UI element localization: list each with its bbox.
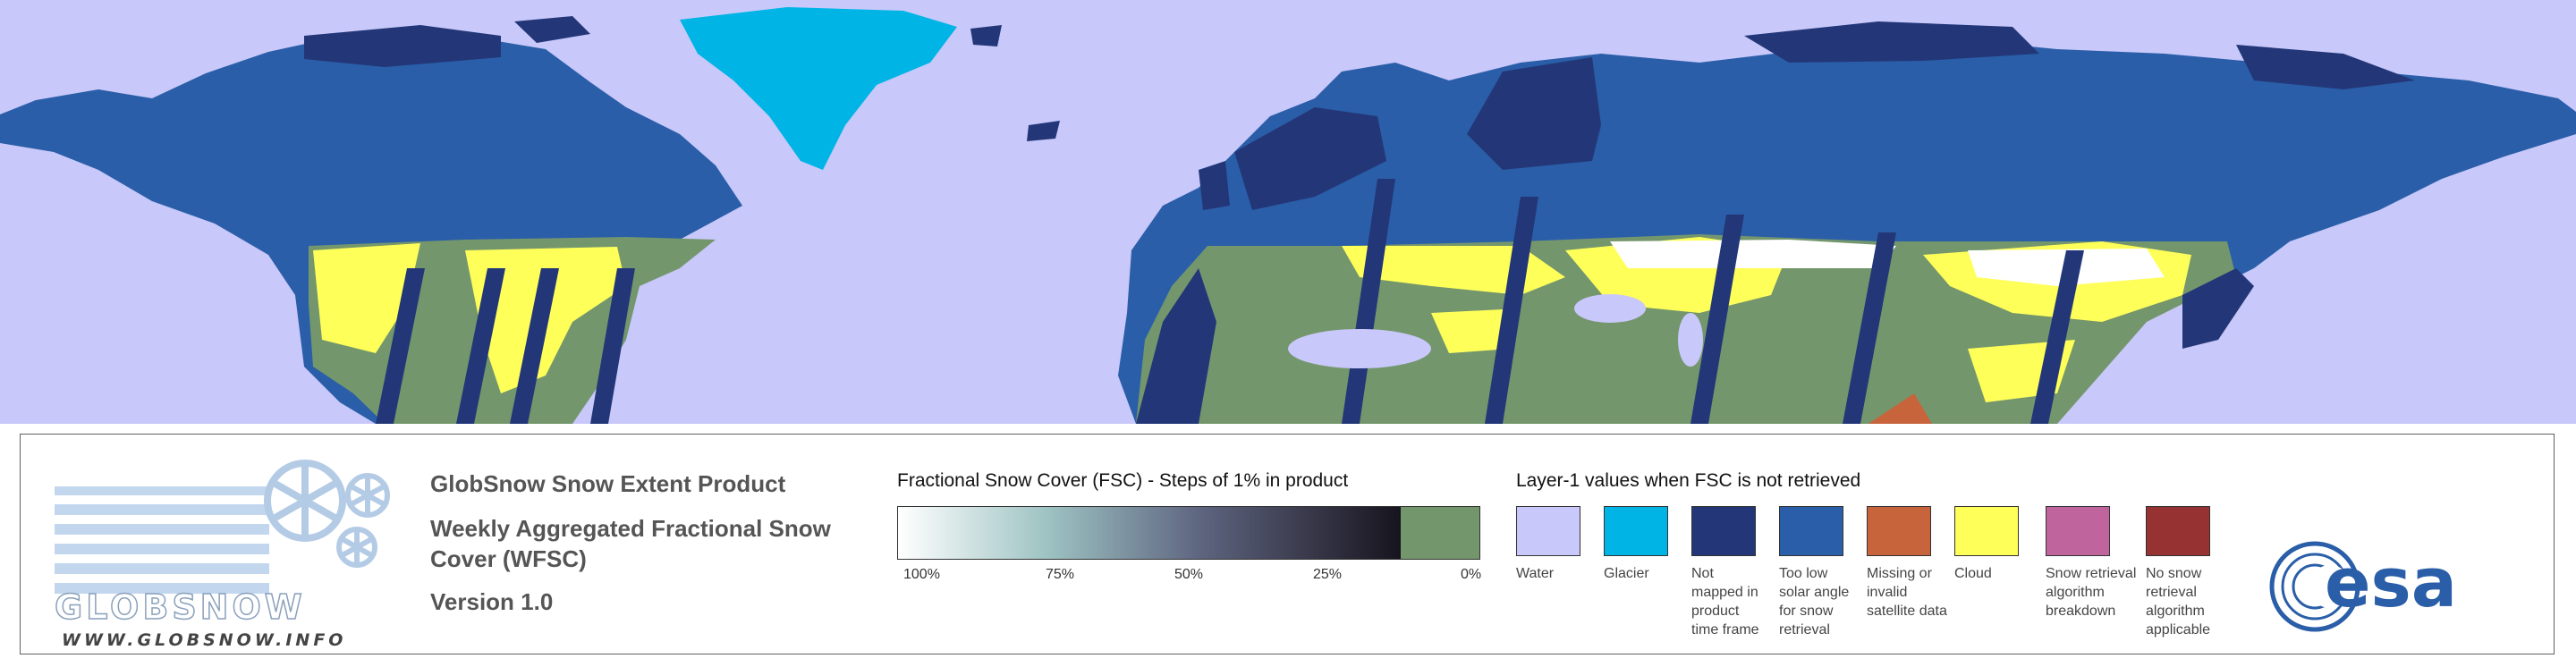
not-mapped-label: Not mapped in product time frame [1691,566,1759,637]
snowflake-icon [264,460,346,542]
british-isles [1199,161,1230,210]
fsc-tick: 0% [1461,567,1482,582]
glacier-label: Glacier [1604,566,1649,581]
low-solar-angle-label: Too low solar angle for snow retrieval [1779,566,1850,637]
fsc-legend-title: Fractional Snow Cover (FSC) - Steps of 1… [897,470,1349,491]
product-title: GlobSnow Snow Extent Product [430,470,786,497]
fsc-tick: 50% [1174,567,1204,582]
missing-data-label: Missing or invalid satellite data [1867,566,1947,619]
fsc-tick: 25% [1313,567,1343,582]
esa-wordmark: esa [2325,543,2457,622]
japan [2182,268,2254,349]
fsc-gradient [898,507,1401,559]
eurasia [1118,21,2576,424]
algorithm-breakdown-swatch [2046,506,2110,556]
caspian-sea [1678,313,1703,367]
esa-logo: esa [2266,533,2534,640]
north-america [0,16,742,424]
low-solar-angle-swatch [1779,506,1843,556]
layer-legend-title: Layer-1 values when FSC is not retrieved [1516,470,1861,491]
fsc-zero-swatch [1401,507,1479,559]
no-algorithm-label: No snow retrieval algorithm applicable [2146,566,2211,637]
product-version: Version 1.0 [430,588,554,615]
water-swatch [1516,506,1580,556]
legend-panel: GLOBSNOW WWW.GLOBSNOW.INFO GlobSnow Snow… [20,434,2555,654]
snowflake-icon [336,527,377,568]
black-sea [1574,294,1646,323]
water-label: Water [1516,566,1555,581]
map-graphic [0,7,2576,424]
cloud-swatch [1954,506,2019,556]
greenland [680,7,1060,170]
algorithm-breakdown-label: Snow retrieval algorithm breakdown [2046,566,2137,619]
product-subtitle: Weekly Aggregated Fractional Snow Cover … [430,515,831,572]
cloud-label: Cloud [1954,566,1992,581]
esa-emblem: esa [2269,541,2457,632]
not-mapped-swatch [1691,506,1756,556]
globsnow-wordmark: GLOBSNOW [55,587,306,627]
snowflake-icon [345,473,390,518]
globsnow-logo: GLOBSNOW WWW.GLOBSNOW.INFO [37,447,394,653]
globsnow-url: WWW.GLOBSNOW.INFO [62,630,346,650]
fsc-tick: 100% [903,567,940,582]
fsc-color-bar [897,506,1480,560]
no-algorithm-swatch [2146,506,2210,556]
glacier-swatch [1604,506,1668,556]
missing-data-swatch [1867,506,1931,556]
mediterranean-sea [1288,329,1431,368]
globsnow-emblem: GLOBSNOW WWW.GLOBSNOW.INFO [54,460,390,650]
snow-cover-map [0,0,2576,424]
fsc-tick: 75% [1046,567,1075,582]
